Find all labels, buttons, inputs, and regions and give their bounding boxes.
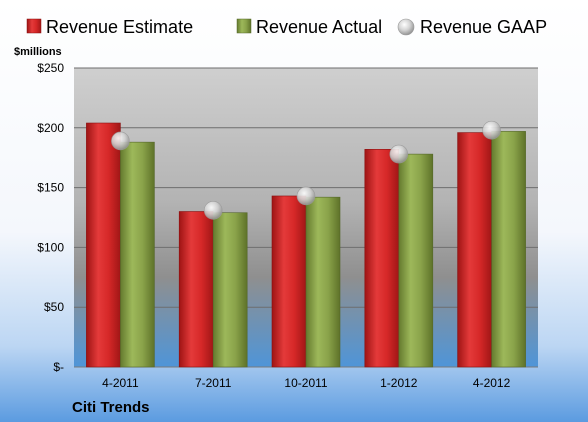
gaap-marker: [482, 120, 501, 140]
bar-actual: [212, 212, 248, 368]
legend-swatch-actual: [236, 18, 252, 34]
bar-estimate: [178, 211, 214, 368]
gaap-marker: [111, 131, 130, 151]
bars: [86, 122, 526, 368]
gaap-markers: [111, 120, 501, 220]
y-tick-label: $-: [53, 360, 64, 374]
bar-estimate: [271, 195, 307, 368]
legend-swatch-estimate: [26, 18, 42, 34]
x-tick-label: 1-2012: [380, 376, 418, 390]
bar-estimate: [364, 149, 400, 368]
legend-marker-gaap: [397, 18, 415, 36]
y-tick-label: $150: [37, 181, 64, 195]
legend-label-estimate: Revenue Estimate: [46, 17, 193, 37]
gaap-marker: [203, 201, 223, 220]
legend-label-actual: Revenue Actual: [256, 17, 382, 37]
gaap-marker: [389, 144, 409, 164]
legend: Revenue Estimate Revenue Actual Revenue …: [26, 17, 547, 37]
bar-actual: [398, 153, 434, 368]
y-tick-label: $100: [37, 240, 64, 254]
legend-label-gaap: Revenue GAAP: [420, 17, 547, 37]
x-tick-label: 7-2011: [195, 376, 232, 390]
bar-actual: [120, 141, 155, 368]
bar-estimate: [457, 132, 492, 368]
y-tick-label: $200: [37, 121, 64, 135]
company-name: Citi Trends: [72, 399, 150, 416]
x-tick-labels: 4-2011 7-2011 10-2011 1-2012 4-2012: [102, 376, 510, 390]
y-tick-label: $50: [44, 300, 64, 314]
gaap-marker: [296, 186, 316, 206]
x-tick-label: 4-2011: [102, 376, 139, 390]
x-tick-label: 10-2011: [284, 376, 327, 390]
x-tick-label: 4-2012: [473, 376, 511, 390]
bar-estimate: [86, 122, 121, 368]
y-tick-labels: $- $50 $100 $150 $200 $250: [37, 61, 64, 374]
y-tick-label: $250: [37, 61, 64, 75]
bar-actual: [491, 131, 526, 368]
bar-actual: [305, 196, 341, 368]
y-axis-unit-label: $millions: [14, 46, 62, 58]
